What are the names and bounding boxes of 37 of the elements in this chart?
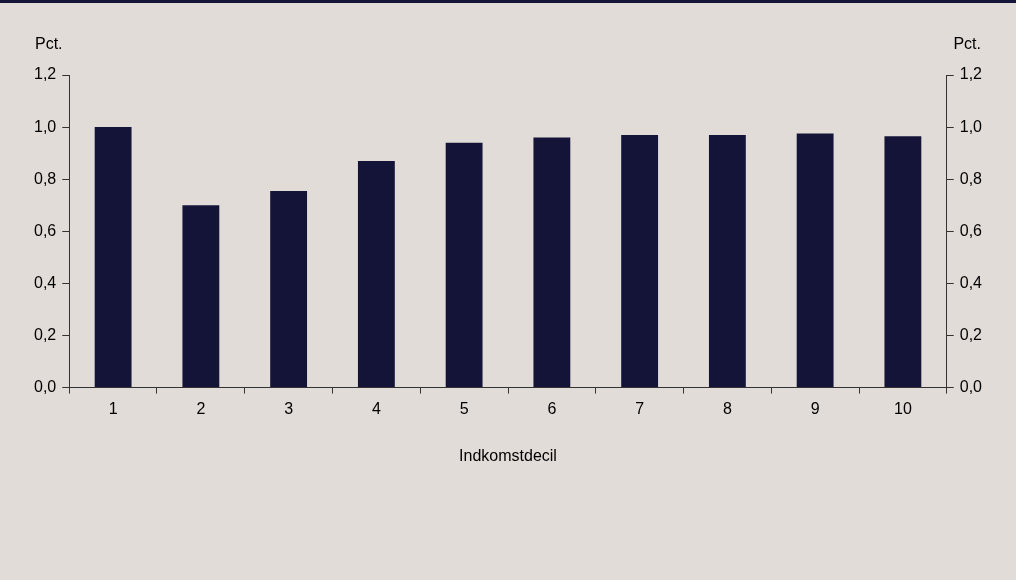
x-tick-label: 1 bbox=[108, 399, 118, 417]
y-axis-title: Pct. bbox=[35, 35, 63, 53]
bar bbox=[445, 142, 483, 388]
bar bbox=[94, 127, 132, 388]
y2-tick-label: 1,0 bbox=[959, 117, 983, 135]
bar bbox=[884, 136, 922, 388]
x-tick-label: 8 bbox=[722, 399, 732, 417]
y-tick-label: 1,2 bbox=[33, 65, 57, 83]
bar bbox=[708, 134, 746, 388]
x-tick-label: 3 bbox=[284, 399, 294, 417]
x-tick-label: 7 bbox=[635, 399, 645, 417]
x-tick-label: 9 bbox=[810, 399, 820, 417]
x-tick-label: 5 bbox=[459, 399, 469, 417]
x-axis-title: Indkomstdecil bbox=[459, 446, 557, 464]
y-tick-label: 0,0 bbox=[33, 378, 57, 396]
y2-tick-label: 0,2 bbox=[959, 325, 983, 343]
y2-tick-label: 0,8 bbox=[959, 169, 983, 187]
bar bbox=[796, 133, 834, 388]
y-tick-label: 0,4 bbox=[33, 273, 57, 291]
bar bbox=[182, 205, 220, 388]
y-tick-label: 0,2 bbox=[33, 325, 57, 343]
x-tick-label: 4 bbox=[371, 399, 381, 417]
y2-tick-label: 1,2 bbox=[959, 65, 983, 83]
bar bbox=[357, 160, 395, 388]
y-tick-label: 0,8 bbox=[33, 169, 57, 187]
y-tick-label: 0,6 bbox=[33, 221, 57, 239]
y2-axis-title: Pct. bbox=[953, 35, 981, 53]
y2-tick-label: 0,0 bbox=[959, 378, 983, 396]
bar bbox=[621, 134, 659, 388]
bar bbox=[270, 190, 308, 388]
y-tick-label: 1,0 bbox=[33, 117, 57, 135]
x-tick-label: 10 bbox=[893, 399, 912, 417]
y2-tick-label: 0,4 bbox=[959, 273, 983, 291]
bar bbox=[533, 137, 571, 388]
x-tick-label: 6 bbox=[547, 399, 557, 417]
x-tick-label: 2 bbox=[196, 399, 206, 417]
y2-tick-label: 0,6 bbox=[959, 221, 983, 239]
